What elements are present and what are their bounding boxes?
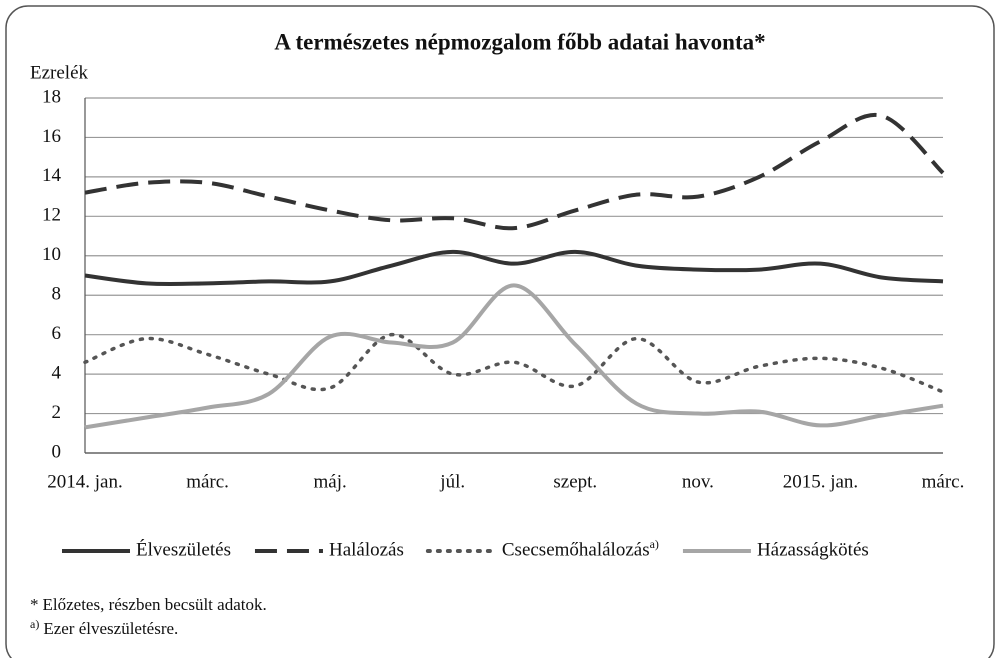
- y-tick-label: 0: [52, 441, 62, 462]
- line-series: [84, 283, 944, 430]
- frame: [5, 5, 995, 658]
- legend-label: Halálozás: [329, 539, 404, 560]
- y-tick-label: 8: [52, 284, 62, 305]
- x-tick-label: nov.: [682, 471, 714, 492]
- x-tick-label: júl.: [439, 471, 465, 492]
- chart-title: A természetes népmozgalom főbb adatai ha…: [274, 29, 765, 54]
- note-text: Előzetes, részben becsült adatok.: [43, 595, 267, 614]
- x-tick-label: márc.: [186, 471, 229, 492]
- y-tick-label: 2: [52, 402, 62, 423]
- y-tick-label: 14: [42, 165, 62, 186]
- legend-label: Csecsemőhalálozás: [502, 539, 650, 560]
- y-tick-label: 6: [52, 323, 62, 344]
- y-tick-label: 12: [42, 205, 61, 226]
- x-tick-label: márc.: [922, 471, 965, 492]
- y-tick-label: 16: [42, 126, 61, 147]
- legend-label: Házasságkötés: [757, 539, 869, 560]
- x-tick-label: szept.: [553, 471, 597, 492]
- x-tick-label: 2015. jan.: [783, 471, 858, 492]
- x-tick-label: 2014. jan.: [47, 471, 122, 492]
- y-tick-label: 10: [42, 244, 61, 265]
- line-series: [84, 112, 945, 231]
- note-marker: *: [30, 595, 39, 614]
- note-text: Ezer élveszületésre.: [43, 619, 178, 638]
- line-series: [84, 249, 944, 287]
- x-tick-label: máj.: [314, 471, 347, 492]
- line-series: [83, 332, 945, 394]
- y-tick-label: 4: [52, 362, 62, 383]
- legend-label: Élveszületés: [136, 538, 231, 560]
- y-tick-label: 18: [42, 86, 61, 107]
- note-marker: a): [30, 617, 39, 631]
- y-axis-label: Ezrelék: [30, 62, 89, 83]
- legend-marker: a): [650, 537, 659, 551]
